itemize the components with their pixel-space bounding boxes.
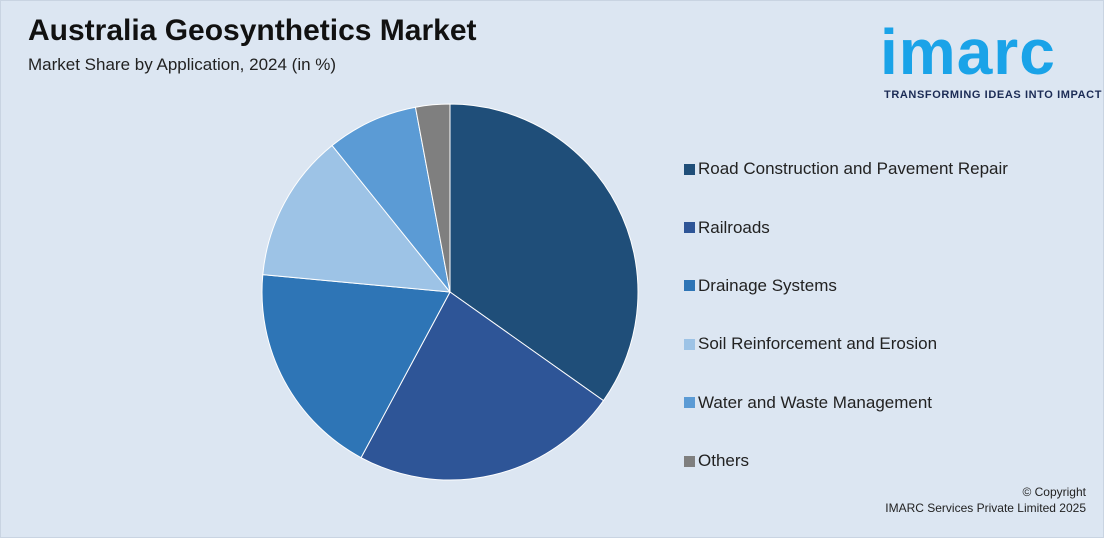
copyright-notice: © Copyright IMARC Services Private Limit… (885, 484, 1086, 516)
legend-swatch (684, 338, 695, 350)
legend-label: Railroads (698, 217, 770, 237)
legend-label: Soil Reinforcement and Erosion (698, 334, 938, 354)
logo-tagline: TRANSFORMING IDEAS INTO IMPACT (884, 89, 1103, 101)
pie-chart (261, 103, 639, 481)
imarc-logo: imarc TRANSFORMING IDEAS INTO IMPACT (880, 12, 1101, 108)
pie-slice-road-construction-and-pavement-repair (449, 103, 639, 402)
legend-swatch (684, 163, 695, 175)
legend-label: Others (698, 451, 750, 471)
legend-swatch (684, 455, 695, 467)
logo-wordmark: imarc (880, 16, 1056, 88)
copyright-line-2: IMARC Services Private Limited 2025 (885, 501, 1086, 515)
legend-item: Others (684, 432, 1008, 490)
legend-swatch (684, 222, 695, 234)
pie-slice-drainage-systems (261, 274, 451, 459)
chart-title: Australia Geosynthetics Market (28, 14, 477, 47)
pie-slice-soil-reinforcement-and-erosion (262, 144, 452, 293)
chart-legend: Road Construction and Pavement Repair Rai… (684, 140, 1008, 490)
copyright-line-1: © Copyright (1022, 485, 1086, 499)
chart-subtitle: Market Share by Application, 2024 (in %) (28, 55, 337, 74)
legend-swatch (684, 397, 695, 409)
legend-label: Water and Waste Management (698, 392, 933, 412)
pie-slice-railroads (360, 291, 605, 481)
legend-item: Soil Reinforcement and Erosion (684, 315, 1008, 373)
legend-label: Road Construction and Pavement Repair (698, 159, 1008, 179)
pie-slice-others (414, 103, 451, 293)
legend-label: Drainage Systems (698, 275, 837, 295)
legend-item: Road Construction and Pavement Repair (684, 140, 1008, 198)
legend-swatch (684, 280, 695, 292)
legend-item: Water and Waste Management (684, 374, 1008, 432)
legend-item: Drainage Systems (684, 257, 1008, 315)
legend-item: Railroads (684, 198, 1008, 256)
pie-slice-water-and-waste-management (331, 106, 451, 293)
